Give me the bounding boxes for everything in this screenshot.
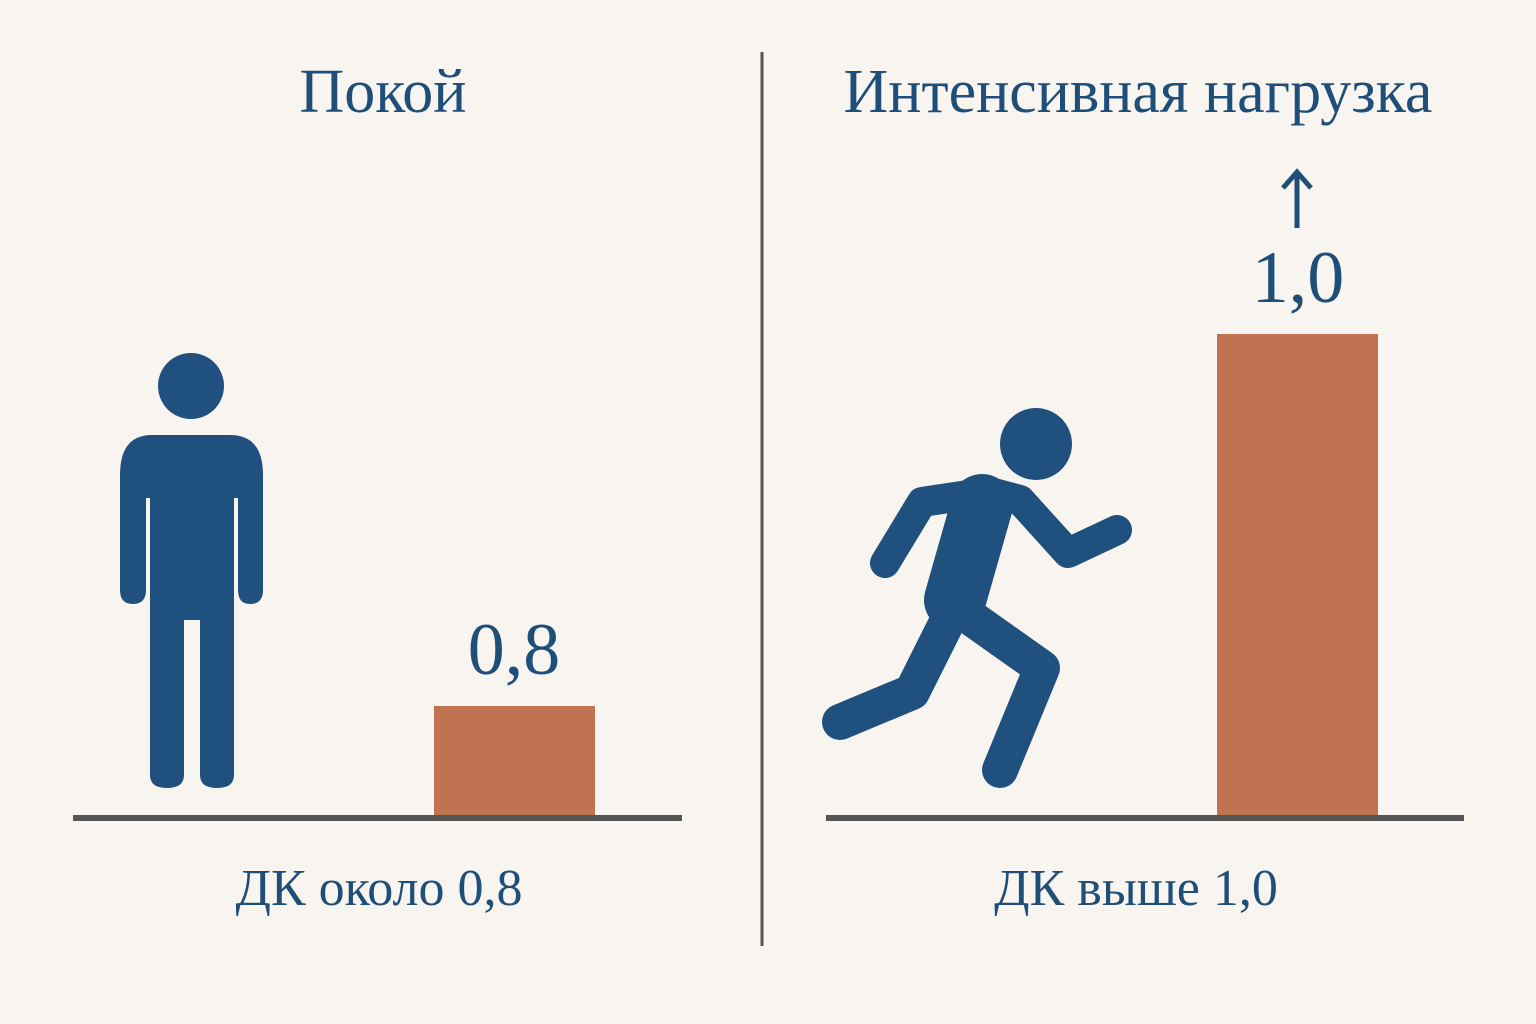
panel-title: Интенсивная нагрузка — [844, 58, 1433, 126]
panel-title: Покой — [300, 58, 467, 126]
bar — [434, 706, 595, 816]
running-person-icon — [822, 408, 1132, 788]
value-label: 0,8 — [468, 609, 561, 691]
up-arrow — [1281, 168, 1313, 228]
caption: ДК около 0,8 — [235, 860, 522, 917]
value-label: 1,0 — [1252, 237, 1345, 319]
bar — [1217, 334, 1378, 816]
caption: ДК выше 1,0 — [994, 860, 1278, 917]
standing-person-icon — [120, 353, 263, 788]
